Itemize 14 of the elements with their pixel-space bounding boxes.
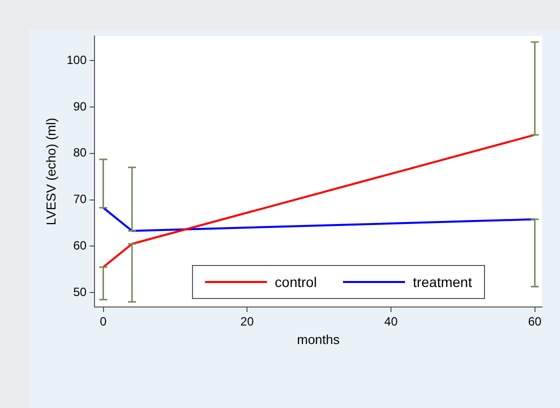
x-tick-label: 0 <box>100 314 107 329</box>
x-tick-label: 20 <box>240 314 254 329</box>
y-tick-label: 70 <box>73 192 87 206</box>
y-tick-label: 60 <box>73 238 87 253</box>
y-axis-title: LVESV (echo) (ml) <box>43 118 58 226</box>
legend-label: treatment <box>412 274 472 290</box>
legend-label: control <box>274 274 317 290</box>
y-tick-label: 80 <box>73 146 87 160</box>
y-tick-label: 90 <box>73 99 87 114</box>
x-axis-title: months <box>296 332 340 347</box>
y-tick-label: 100 <box>66 52 87 67</box>
y-tick-label: 50 <box>73 284 87 299</box>
x-tick-label: 40 <box>384 314 398 329</box>
x-tick-label: 60 <box>528 314 542 329</box>
